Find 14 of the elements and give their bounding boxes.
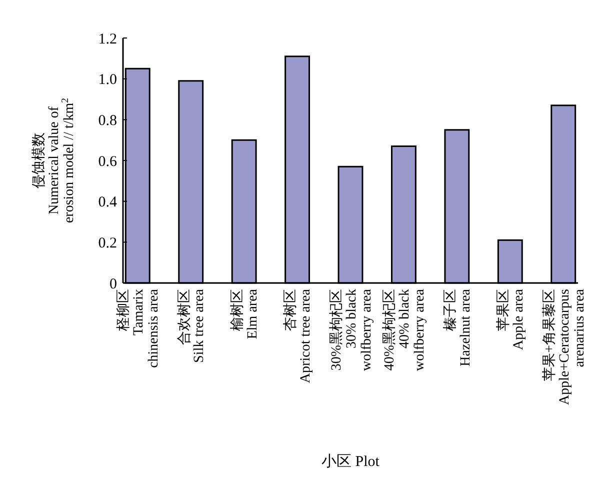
y-tick-label: 0.2: [98, 235, 117, 252]
x-tick-label: 30%黑枸杞区 30% black wolfberry area: [328, 288, 374, 372]
x-tick-label: 柽柳区 Tamarix chinensis area: [116, 288, 162, 368]
y-tick-label: 1.0: [98, 72, 117, 88]
x-axis-title: 小区 Plot: [322, 453, 380, 470]
x-tick-label: 苹果+角果藜区 Apple+Ceratocarpus arenarius area: [541, 288, 588, 405]
y-tick-label: 0: [110, 276, 117, 292]
x-tick-label: 杏树区 Apricot tree area: [282, 288, 314, 384]
y-tick-label: 0.6: [98, 154, 118, 170]
y-tick-label: 1.2: [98, 31, 117, 48]
x-tick-label: 苹果区 Apple area: [496, 288, 527, 350]
y-tick-label: 0.4: [98, 194, 118, 211]
x-tick-label: 榆树区 Elm area: [229, 288, 260, 340]
y-tick-label: 0.8: [98, 112, 117, 129]
